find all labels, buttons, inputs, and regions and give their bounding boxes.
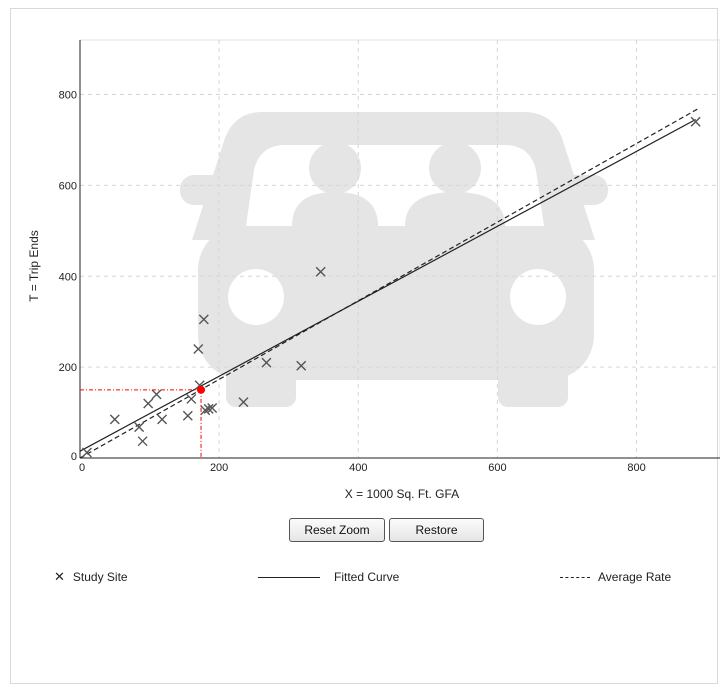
study-site-point: [203, 403, 214, 414]
x-tick-label: 200: [210, 462, 228, 474]
x-tick-label: 800: [627, 462, 645, 474]
legend-label-study-site: Study Site: [72, 570, 128, 584]
study-site-point: [182, 410, 193, 421]
fitted-curve-line: [79, 118, 696, 452]
legend-item-fitted-curve: Fitted Curve: [258, 570, 399, 584]
legend-item-study-site: ✕ Study Site: [54, 570, 128, 584]
study-site-point: [315, 266, 326, 277]
study-site-point: [193, 343, 204, 354]
study-site-point: [137, 436, 148, 447]
legend-label-average-rate: Average Rate: [598, 570, 672, 584]
y-tick-label: 200: [59, 362, 77, 374]
chart-highlight: [80, 385, 206, 458]
y-tick-label: 0: [71, 451, 77, 463]
dashed-line-icon: [560, 576, 590, 578]
study-site-point: [690, 116, 701, 127]
x-tick-label: 0: [79, 462, 85, 474]
study-site-point: [296, 360, 307, 371]
x-tick-label: 600: [488, 462, 506, 474]
average-rate-line: [79, 107, 700, 459]
x-marker-icon: ✕: [54, 569, 65, 584]
study-site-point: [186, 393, 197, 404]
y-tick-label: 400: [59, 271, 77, 283]
study-site-point: [200, 405, 211, 416]
study-site-point: [238, 397, 249, 408]
restore-button[interactable]: Restore: [389, 518, 484, 542]
x-tick-label: 400: [349, 462, 367, 474]
legend-item-average-rate: Average Rate: [560, 570, 671, 584]
y-tick-label: 600: [59, 180, 77, 192]
y-tick-label: 800: [59, 90, 77, 102]
highlight-point: [197, 385, 206, 394]
chart-axes: [79, 40, 720, 459]
study-site-point: [143, 398, 154, 409]
study-site-point: [134, 422, 145, 433]
study-site-point: [151, 389, 162, 400]
y-axis-label: T = Trip Ends: [27, 230, 41, 301]
legend-label-fitted-curve: Fitted Curve: [334, 570, 400, 584]
reset-zoom-button[interactable]: Reset Zoom: [289, 518, 385, 542]
study-site-point: [207, 403, 218, 414]
x-axis-label: X = 1000 Sq. Ft. GFA: [345, 487, 459, 501]
chart-ticks: 0 200 400 600 800 0 200 400 600 800: [59, 90, 646, 474]
study-site-point: [157, 414, 168, 425]
study-site-point: [81, 447, 92, 458]
study-site-point: [198, 314, 209, 325]
chart-lines: [79, 107, 700, 459]
study-site-point: [261, 357, 272, 368]
chart-points: [81, 116, 701, 458]
study-site-point: [109, 414, 120, 425]
solid-line-icon: [258, 576, 320, 578]
